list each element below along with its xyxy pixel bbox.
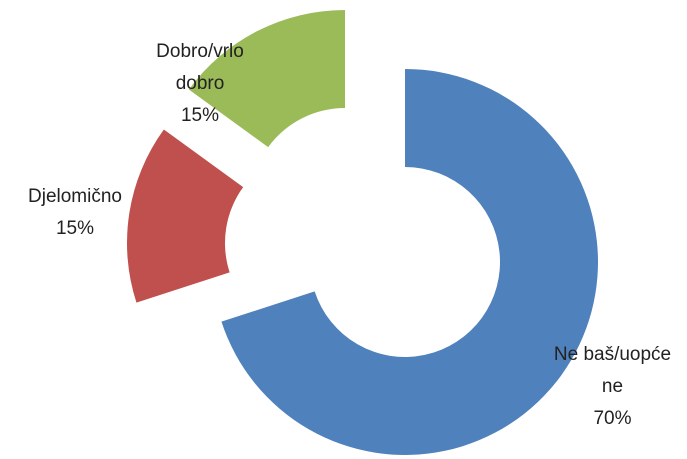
slice	[127, 129, 244, 303]
value-label: 15%	[180, 105, 220, 126]
value-label: 15%	[55, 218, 95, 239]
slice	[188, 10, 345, 148]
value-label: 70%	[593, 408, 632, 429]
category-label: Dobro/vrlo dobro	[156, 41, 244, 94]
slice	[221, 69, 598, 455]
category-label: Ne baš/uopće ne	[553, 344, 672, 397]
slice-label: Dobro/vrlo dobro 15%	[135, 36, 265, 132]
category-label: Djelomično	[28, 186, 122, 207]
slice-label: Ne baš/uopće ne 70%	[545, 339, 680, 435]
slice-label: Djelomično 15%	[10, 181, 140, 245]
